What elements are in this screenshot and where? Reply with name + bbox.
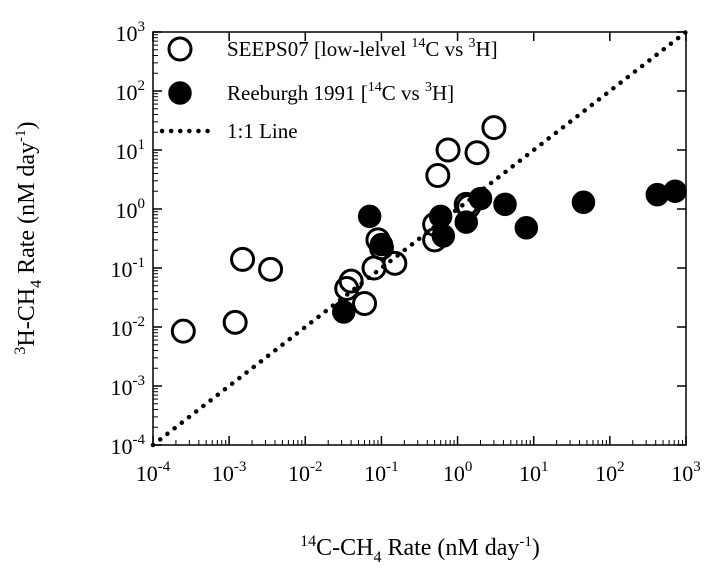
legend-label: Reeburgh 1991 [14C vs 3H] (227, 80, 454, 105)
legend: SEEPS07 [low-lelvel 14C vs 3H] Reeburgh 1… (159, 36, 498, 143)
reeburgh-series (331, 179, 687, 324)
reeburgh-point (357, 204, 382, 229)
x-tick-label: 102 (595, 459, 625, 486)
reeburgh-point (663, 179, 687, 203)
plot-frame (152, 31, 687, 446)
seeps07-point (222, 309, 248, 335)
legend-open-circle-icon (167, 36, 193, 62)
reeburgh-point (514, 216, 539, 240)
reeburgh-point (493, 192, 517, 217)
y-tick-label: 10-1 (111, 255, 146, 282)
y-tick-label: 10-3 (111, 373, 146, 400)
x-tick-labels: 10-4 10-3 10-2 10-1 100 101 102 103 (136, 459, 701, 486)
y-tick-label: 10-2 (111, 314, 146, 341)
reeburgh-point (468, 186, 493, 211)
seeps07-point (435, 137, 461, 163)
legend-label: SEEPS07 [low-lelvel 14C vs 3H] (227, 36, 498, 61)
seeps07-point (481, 115, 507, 141)
seeps07-point (170, 318, 196, 344)
x-tick-label: 101 (519, 459, 549, 486)
y-tick-label: 103 (116, 19, 146, 46)
legend-filled-circle-icon (168, 81, 192, 105)
x-tick-label: 10-1 (364, 459, 399, 486)
reeburgh-point (454, 210, 478, 234)
x-tick-label: 10-2 (288, 459, 323, 486)
x-tick-label: 10-3 (212, 459, 247, 486)
data-points-layer (170, 115, 687, 344)
seeps07-point (258, 256, 284, 282)
reeburgh-point (369, 232, 394, 257)
reeburgh-point (571, 190, 596, 215)
y-tick-labels: 10-4 10-3 10-2 10-1 100 101 102 103 (111, 19, 146, 459)
y-axis-title: 3H-CH4 Rate (nM day-1) (12, 121, 45, 354)
reeburgh-point (331, 300, 356, 324)
one-to-one-line (150, 29, 689, 448)
x-tick-label: 10-4 (136, 459, 171, 486)
y-tick-label: 100 (116, 196, 146, 223)
y-tick-label: 101 (116, 137, 146, 164)
seeps07-point (352, 291, 378, 317)
seeps07-point (338, 268, 364, 294)
y-tick-label: 10-4 (111, 432, 146, 459)
ticks-layer (152, 31, 687, 446)
one-to-one-line-layer (150, 29, 689, 448)
x-tick-label: 103 (671, 459, 701, 486)
seeps07-point (425, 162, 451, 188)
reeburgh-point (431, 224, 456, 248)
seeps07-point (464, 140, 490, 166)
x-tick-label: 100 (443, 459, 473, 486)
legend-label: 1:1 Line (227, 119, 298, 143)
x-axis-title: 14C-CH4 Rate (nM day-1) (300, 533, 540, 566)
reeburgh-point (428, 204, 453, 229)
seeps07-point (382, 250, 408, 276)
y-tick-label: 102 (116, 78, 146, 105)
seeps07-point (230, 246, 256, 272)
